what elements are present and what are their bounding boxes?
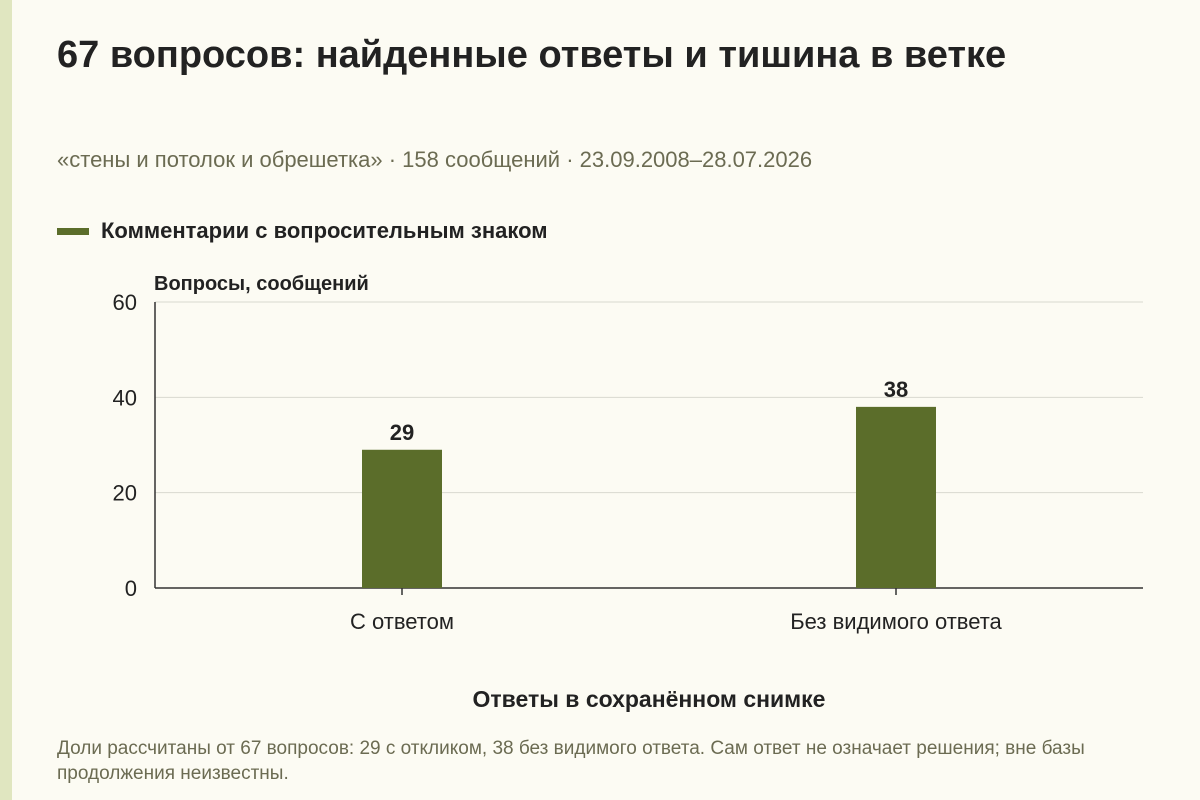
- legend-label: Комментарии с вопросительным знаком: [101, 218, 548, 243]
- legend: Комментарии с вопросительным знаком: [57, 218, 548, 244]
- footnote: Доли рассчитаны от 67 вопросов: 29 с отк…: [57, 738, 1085, 784]
- bar: [362, 449, 442, 588]
- x-tick-label: Без видимого ответа: [790, 609, 1002, 634]
- bar: [856, 406, 936, 588]
- legend-swatch: [57, 227, 89, 235]
- x-axis-label: Ответы в сохранённом снимке: [472, 686, 826, 712]
- accent-strip: [0, 0, 12, 800]
- x-tick-label: С ответом: [350, 609, 454, 634]
- data-label: 29: [390, 420, 414, 445]
- y-tick-label: 0: [125, 576, 137, 601]
- data-label: 38: [884, 377, 908, 402]
- chart-subtitle: «стены и потолок и обрешетка» · 158 сооб…: [57, 147, 813, 172]
- y-axis-label: Вопросы, сообщений: [154, 273, 369, 295]
- y-tick-label: 40: [113, 385, 137, 410]
- chart-title: 67 вопросов: найденные ответы и тишина в…: [57, 34, 1007, 76]
- y-tick-label: 60: [113, 290, 137, 315]
- y-tick-label: 20: [113, 481, 137, 506]
